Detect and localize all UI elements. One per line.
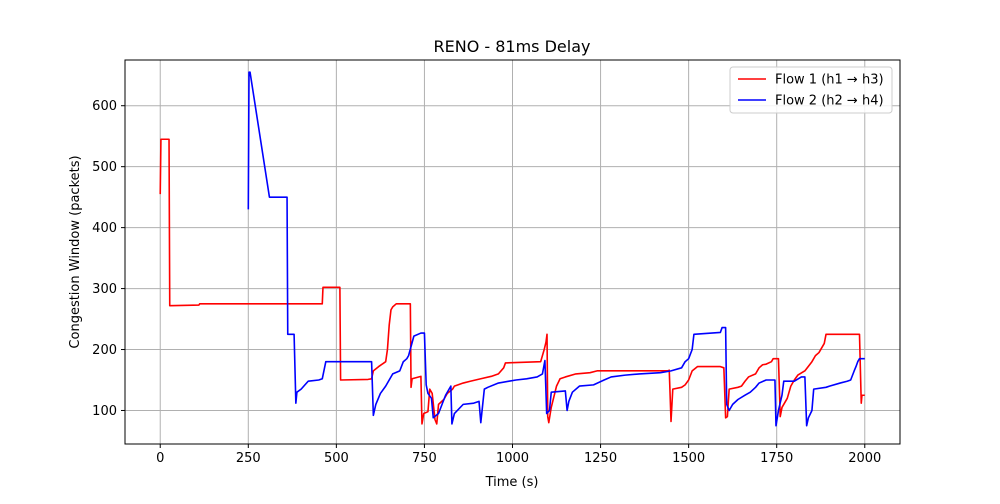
legend-label-flow-1: Flow 1 (h1 → h3) bbox=[775, 73, 884, 88]
ticks-layer: 0 250 500 750 1000 1250 1500 1750 2000 100 200 300 4… bbox=[92, 99, 881, 466]
x-tick-label: 1000 bbox=[496, 451, 529, 466]
y-tick-label: 100 bbox=[92, 404, 117, 419]
x-tick-label: 1250 bbox=[584, 451, 617, 466]
y-axis-label: Congestion Window (packets) bbox=[68, 155, 83, 348]
x-tick-label: 250 bbox=[236, 451, 261, 466]
legend-box bbox=[729, 66, 893, 114]
x-tick-label: 1500 bbox=[672, 451, 705, 466]
y-tick-label: 400 bbox=[92, 221, 117, 236]
series-layer bbox=[159, 71, 865, 427]
x-tick-label: 2000 bbox=[848, 451, 881, 466]
chart-title: RENO - 81ms Delay bbox=[434, 37, 591, 56]
y-tick-label: 500 bbox=[92, 160, 117, 175]
y-tick-label: 600 bbox=[92, 99, 117, 114]
series-line-flow-2 bbox=[247, 71, 865, 427]
x-tick-label: 1750 bbox=[760, 451, 793, 466]
x-tick-label: 0 bbox=[156, 451, 164, 466]
legend-label-flow-2: Flow 2 (h2 → h4) bbox=[775, 94, 884, 109]
legend: Flow 1 (h1 → h3) Flow 2 (h2 → h4) bbox=[729, 66, 893, 114]
x-axis-label: Time (s) bbox=[485, 475, 539, 490]
x-tick-label: 500 bbox=[324, 451, 349, 466]
grid-layer bbox=[125, 60, 900, 444]
series-line-flow-1 bbox=[159, 138, 865, 425]
x-tick-label: 750 bbox=[412, 451, 437, 466]
y-tick-label: 300 bbox=[92, 282, 117, 297]
y-tick-label: 200 bbox=[92, 343, 117, 358]
